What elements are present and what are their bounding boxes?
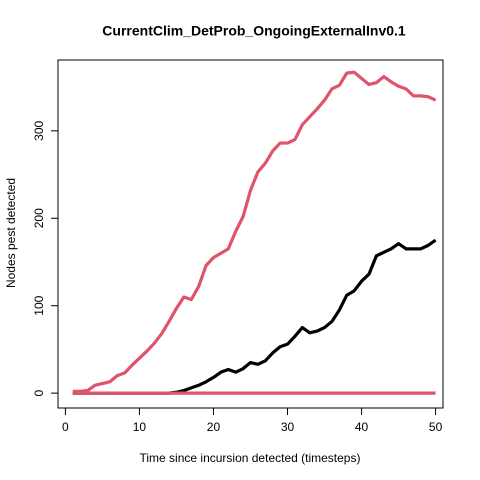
x-tick-label: 30 xyxy=(281,420,295,434)
x-axis-label: Time since incursion detected (timesteps… xyxy=(140,451,361,465)
x-tick-label: 40 xyxy=(355,420,369,434)
y-tick-label: 300 xyxy=(32,120,46,140)
y-tick-label: 0 xyxy=(32,389,46,396)
y-tick-label: 200 xyxy=(32,208,46,228)
x-tick-label: 10 xyxy=(133,420,147,434)
y-tick-label: 100 xyxy=(32,295,46,315)
plot-box xyxy=(57,59,444,409)
x-tick-label: 50 xyxy=(429,420,443,434)
x-tick-label: 20 xyxy=(207,420,221,434)
x-tick-label: 0 xyxy=(62,420,69,434)
y-axis-label: Nodes pest detected xyxy=(4,178,18,288)
chart-title: CurrentClim_DetProb_OngoingExternalInv0.… xyxy=(102,23,406,39)
series-line xyxy=(72,70,437,393)
